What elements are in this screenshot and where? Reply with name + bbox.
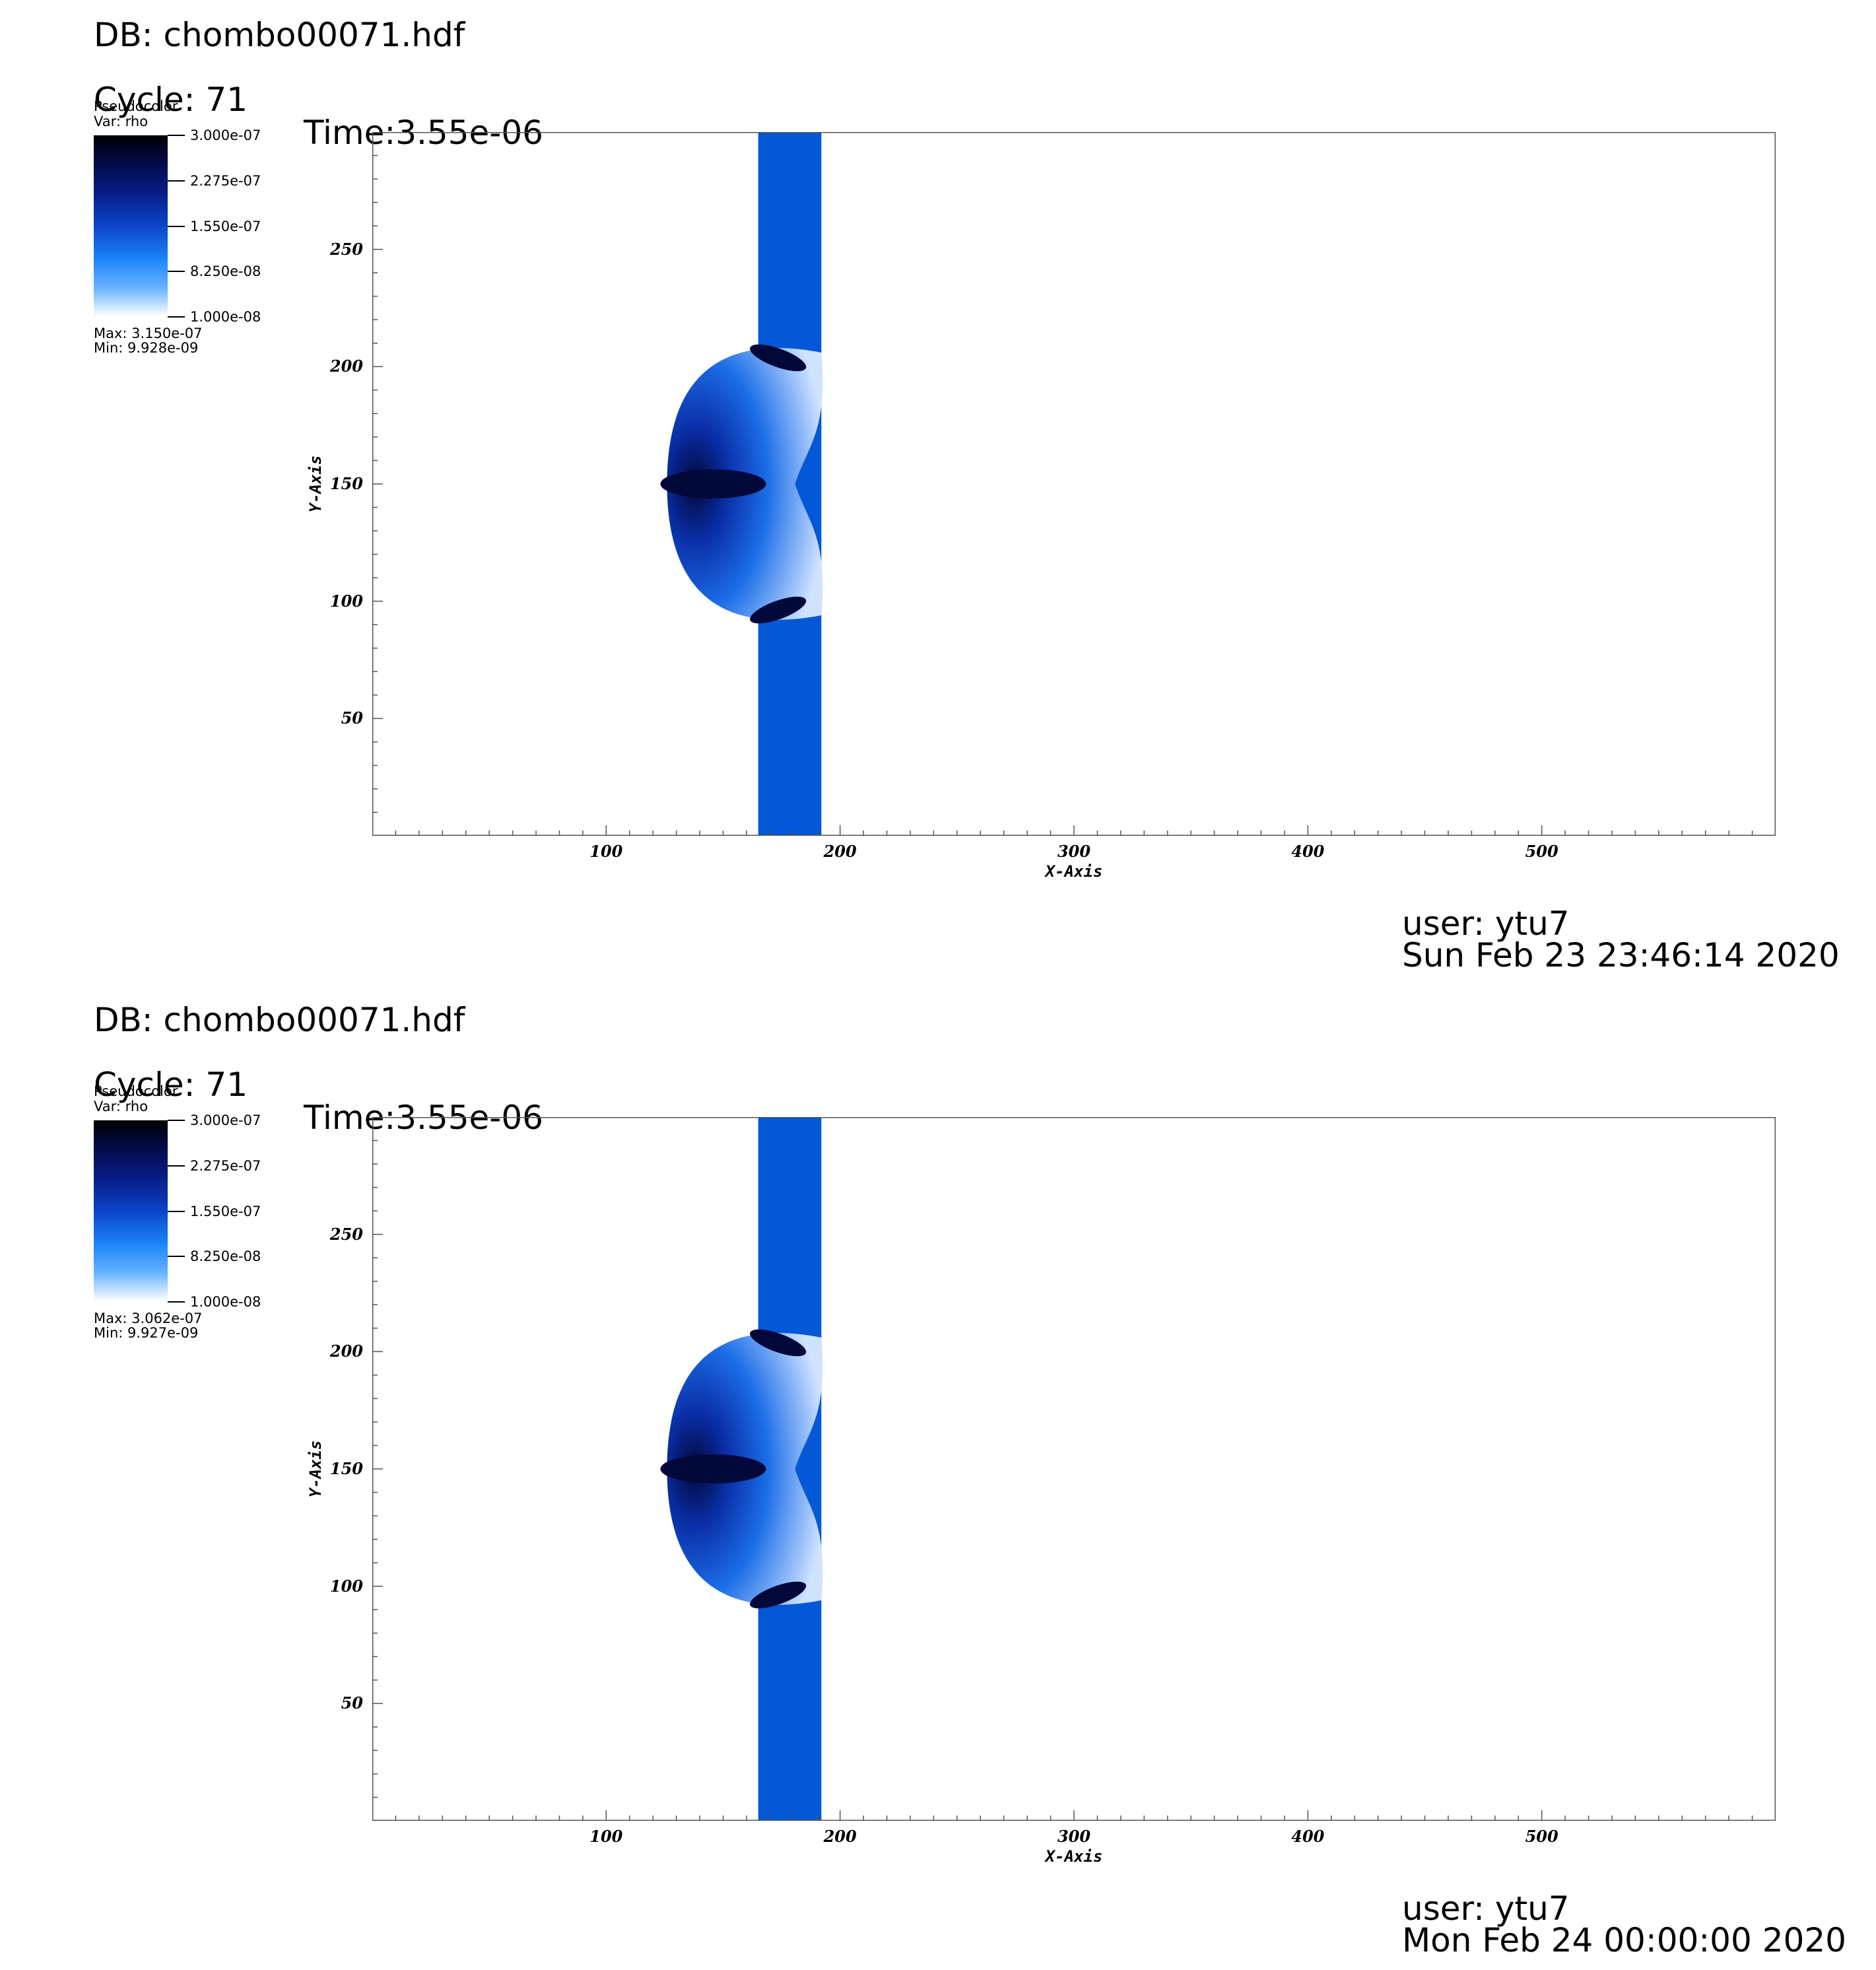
x-tick-label: 200 — [823, 842, 857, 861]
x-tick-label: 300 — [1057, 1827, 1091, 1846]
colorbar-tick — [168, 1120, 185, 1121]
x-axis-label: X-Axis — [1045, 1847, 1103, 1866]
x-tick-label: 100 — [589, 1827, 623, 1846]
colorbar-tick-label: 1.000e-08 — [190, 309, 261, 325]
x-tick-label: 200 — [823, 1827, 857, 1846]
x-axis-label: X-Axis — [1045, 862, 1103, 881]
plot-panel-2: DB: chombo00071.hdf Cycle: 71 Time:3.55e… — [0, 985, 1876, 1970]
dense-cap-bottom — [750, 596, 807, 624]
y-axis-label: Y-Axis — [306, 1440, 325, 1498]
y-tick-label: 150 — [329, 1459, 363, 1478]
legend-max: Max: 3.150e-07 — [94, 325, 203, 341]
x-tick-label: 300 — [1057, 842, 1091, 861]
colorbar-tick-label: 1.550e-07 — [190, 219, 261, 234]
legend-min: Min: 9.928e-09 — [94, 340, 199, 356]
colorbar-tick-label: 8.250e-08 — [190, 1248, 261, 1264]
legend-var: Var: rho — [94, 114, 149, 129]
db-label: DB: chombo00071.hdf — [94, 16, 465, 54]
y-tick-label: 50 — [341, 708, 363, 728]
x-tick-label: 400 — [1291, 1827, 1325, 1846]
date-label: Sun Feb 23 23:46:14 2020 — [1402, 936, 1840, 974]
colorbar-tick-label: 1.550e-07 — [190, 1204, 261, 1219]
colorbar-tick — [168, 271, 185, 272]
cycle-label: Cycle: 71 — [94, 81, 248, 119]
dense-core — [660, 469, 766, 498]
legend-title: Pseudocolor — [94, 98, 178, 114]
y-tick-label: 100 — [329, 1576, 363, 1596]
dense-cap-bottom — [750, 1581, 807, 1609]
colorbar-tick — [168, 1301, 185, 1303]
density-plot — [372, 1117, 1776, 1821]
colorbar-tick — [168, 316, 185, 318]
colorbar-tick-label: 2.275e-07 — [190, 1158, 261, 1174]
legend-var: Var: rho — [94, 1099, 149, 1114]
legend-max: Max: 3.062e-07 — [94, 1310, 203, 1326]
y-tick-label: 50 — [341, 1693, 363, 1713]
colorbar-tick-label: 2.275e-07 — [190, 173, 261, 189]
legend-min: Min: 9.927e-09 — [94, 1325, 199, 1341]
density-plot — [372, 132, 1776, 836]
y-tick-label: 100 — [329, 591, 363, 611]
colorbar-tick-label: 3.000e-07 — [190, 127, 261, 143]
user-label: user: ytu7 — [1402, 904, 1570, 943]
legend-title: Pseudocolor — [94, 1083, 178, 1099]
y-tick-label: 200 — [329, 357, 363, 376]
plot-frame — [372, 132, 1776, 836]
x-tick-label: 400 — [1291, 842, 1325, 861]
x-tick-label: 500 — [1525, 1827, 1558, 1846]
y-axis-label: Y-Axis — [306, 455, 325, 513]
colorbar-tick-label: 3.000e-07 — [190, 1112, 261, 1128]
db-label: DB: chombo00071.hdf — [94, 1001, 465, 1039]
colorbar-tick — [168, 135, 185, 136]
plot-frame — [372, 1117, 1776, 1821]
plot-panel-1: DB: chombo00071.hdf Cycle: 71 Time:3.55e… — [94, 16, 1840, 974]
colorbar-tick — [168, 180, 185, 182]
colorbar-tick — [168, 226, 185, 227]
y-tick-label: 150 — [329, 474, 363, 493]
user-label: user: ytu7 — [1402, 1889, 1570, 1928]
colorbar-tick-label: 8.250e-08 — [190, 263, 261, 279]
dense-cap-top — [750, 344, 807, 372]
dense-cap-top — [750, 1329, 807, 1357]
field-layer — [660, 1117, 823, 1821]
x-tick-label: 500 — [1525, 842, 1558, 861]
colorbar-tick — [168, 1211, 185, 1212]
colorbar-tick — [168, 1256, 185, 1257]
y-tick-label: 200 — [329, 1342, 363, 1361]
colorbar — [94, 1120, 168, 1301]
colorbar — [94, 135, 168, 316]
y-tick-label: 250 — [329, 239, 363, 259]
cycle-label: Cycle: 71 — [94, 1066, 248, 1104]
date-label: Mon Feb 24 00:00:00 2020 — [1402, 1921, 1846, 1959]
colorbar-tick-label: 1.000e-08 — [190, 1294, 261, 1310]
y-tick-label: 250 — [329, 1224, 363, 1244]
x-tick-label: 100 — [589, 842, 623, 861]
dense-core — [660, 1454, 766, 1483]
colorbar-tick — [168, 1165, 185, 1167]
field-layer — [660, 132, 823, 836]
